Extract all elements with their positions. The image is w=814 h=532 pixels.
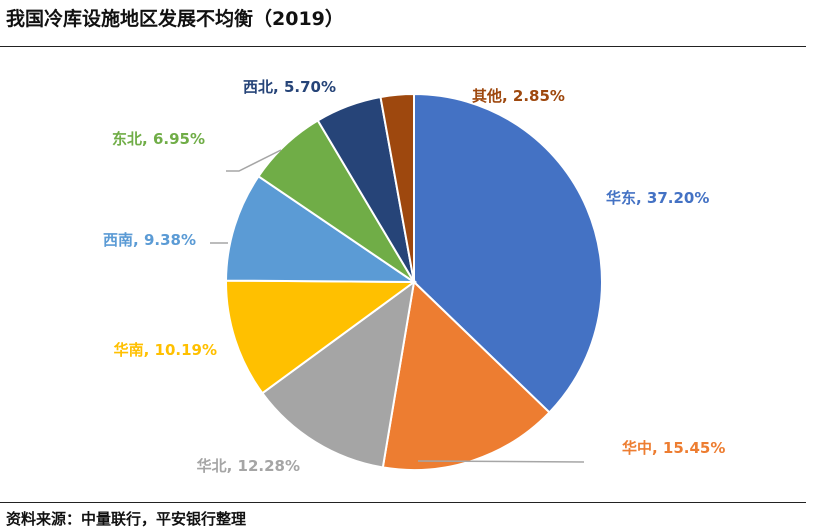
data-label-3: 华北, 12.28% (197, 457, 300, 475)
source-note: 资料来源：中量联行，平安银行整理 (6, 510, 247, 528)
leader-line-2 (417, 460, 585, 463)
data-label-6: 东北, 6.95% (112, 130, 205, 148)
pie-slice-5 (225, 174, 418, 284)
pie-slice-4 (225, 279, 418, 395)
data-label-7: 西北, 5.70% (243, 78, 336, 96)
chart-title: 我国冷库设施地区发展不均衡（2019） (6, 8, 344, 30)
pie-slice-8 (379, 92, 415, 283)
data-label-1: 华东, 37.20% (606, 189, 709, 207)
data-label-4: 华南, 10.19% (114, 341, 217, 359)
data-label-5: 西南, 9.38% (103, 231, 196, 249)
pie-slice-2 (381, 279, 551, 471)
top-rule (0, 46, 806, 47)
pie-slice-1 (413, 92, 603, 414)
bottom-rule (0, 502, 806, 503)
data-label-8: 其他, 2.85% (472, 87, 565, 105)
data-label-2: 华中, 15.45% (622, 439, 725, 457)
leader-line-6 (226, 149, 282, 172)
pie-slice-3 (260, 279, 416, 469)
